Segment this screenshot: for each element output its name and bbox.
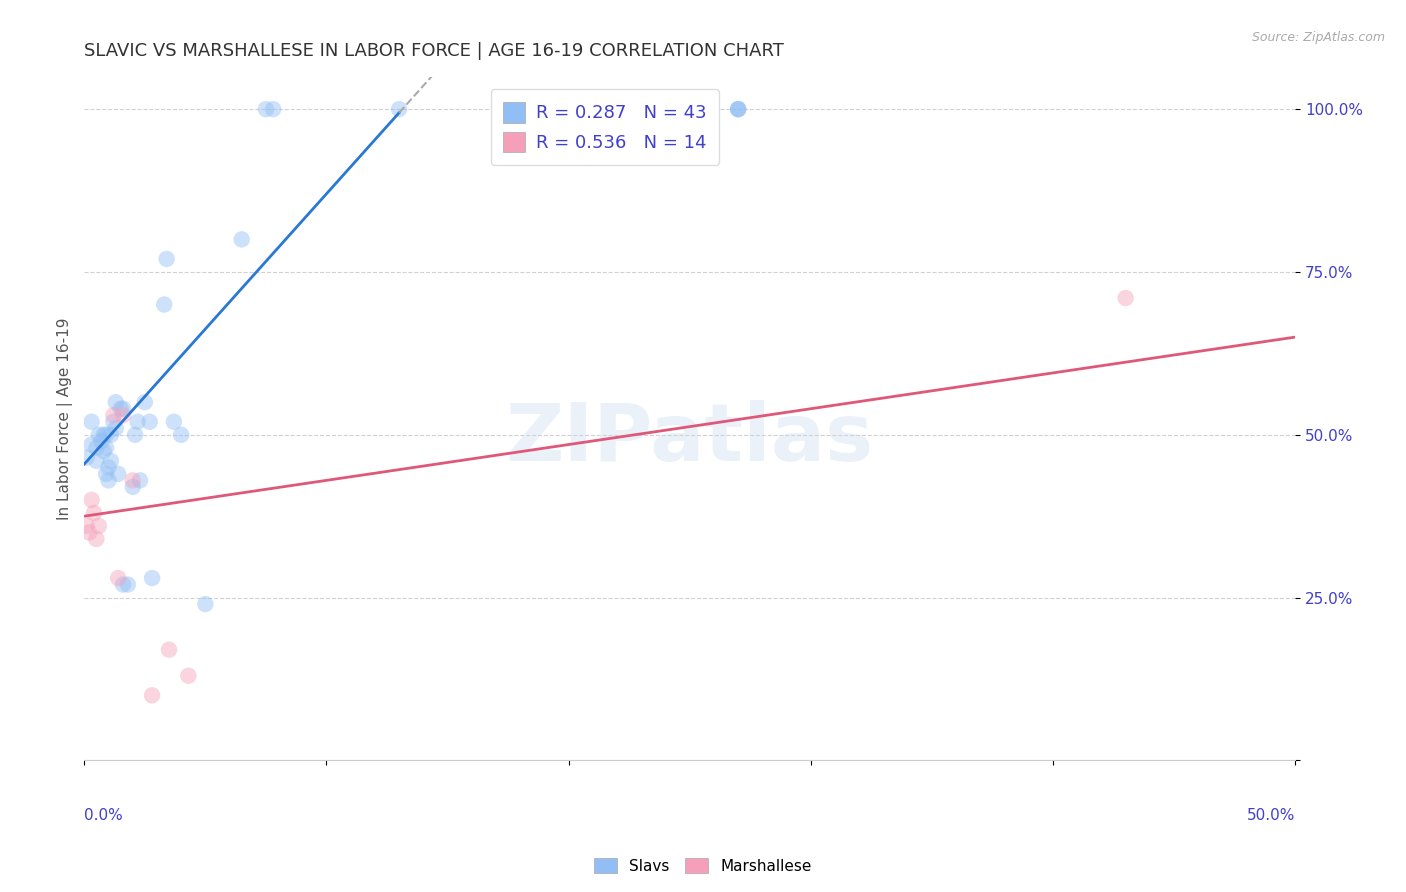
Point [157,642,180,657]
Point [77,525,100,540]
Point [134,395,156,409]
Point [117,577,139,591]
Point [156,252,179,266]
Point [94,441,117,455]
Text: ZIPatlas: ZIPatlas [506,400,875,478]
Y-axis label: In Labor Force | Age 16-19: In Labor Force | Age 16-19 [58,318,73,520]
Point [124,427,146,442]
Point [87,427,110,442]
Point [112,577,135,591]
Point [104,421,127,435]
Point [80,415,103,429]
Text: SLAVIC VS MARSHALLESE IN LABOR FORCE | AGE 16-19 CORRELATION CHART: SLAVIC VS MARSHALLESE IN LABOR FORCE | A… [84,42,785,60]
Point [107,467,129,481]
Point [121,480,143,494]
Point [76,519,98,533]
Point [93,444,115,458]
Point [103,415,125,429]
Point [90,434,112,449]
Point [727,102,749,116]
Point [76,450,98,465]
Point [83,506,105,520]
Text: 50.0%: 50.0% [1247,808,1295,823]
Point [262,102,284,116]
Point [104,395,127,409]
Point [129,474,152,488]
Point [141,571,163,585]
Point [1115,291,1137,305]
Point [87,519,110,533]
Text: Source: ZipAtlas.com: Source: ZipAtlas.com [1251,31,1385,45]
Point [254,102,277,116]
Point [388,102,411,116]
Point [138,415,160,429]
Point [80,437,103,451]
Point [97,460,120,475]
Point [93,427,115,442]
Point [100,454,122,468]
Point [141,688,163,702]
Point [110,401,132,416]
Point [112,409,135,423]
Legend: Slavs, Marshallese: Slavs, Marshallese [588,852,818,880]
Point [194,597,217,611]
Point [231,232,253,246]
Point [80,492,103,507]
Point [177,669,200,683]
Point [103,409,125,423]
Point [86,532,108,546]
Point [94,467,117,481]
Point [86,441,108,455]
Point [127,415,149,429]
Point [97,474,120,488]
Point [112,401,135,416]
Point [94,427,117,442]
Text: 0.0%: 0.0% [84,808,124,823]
Point [107,571,129,585]
Point [727,102,749,116]
Point [86,454,108,468]
Point [100,427,122,442]
Point [121,474,143,488]
Point [170,427,193,442]
Point [163,415,186,429]
Point [727,102,749,116]
Legend: R = 0.287   N = 43, R = 0.536   N = 14: R = 0.287 N = 43, R = 0.536 N = 14 [491,89,718,165]
Point [153,297,176,311]
